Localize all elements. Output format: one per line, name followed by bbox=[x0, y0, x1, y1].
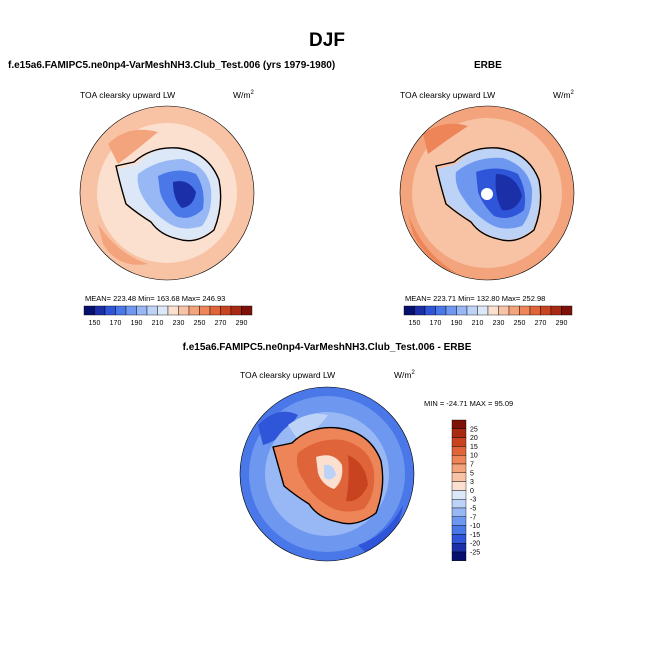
left-panel-subtitle: f.e15a6.FAMIPC5.ne0np4-VarMeshNH3.Club_T… bbox=[8, 60, 336, 71]
colorbar-swatch bbox=[451, 446, 467, 456]
colorbar-tick-label: 250 bbox=[514, 320, 526, 327]
colorbar-tick-label: 7 bbox=[470, 462, 474, 469]
colorbar-tick-label: 170 bbox=[430, 320, 442, 327]
colorbar-tick-label: 210 bbox=[472, 320, 484, 327]
left-panel-label: TOA clearsky upward LW bbox=[80, 90, 176, 100]
colorbar-swatch bbox=[451, 437, 467, 447]
colorbar-tick-label: 150 bbox=[409, 320, 421, 327]
colorbar-tick-label: 230 bbox=[493, 320, 505, 327]
right-colorbar: 150 170 190 210 230 250 270 290 bbox=[403, 305, 573, 327]
colorbar-tick-label: 290 bbox=[556, 320, 568, 327]
colorbar-tick-label: 15 bbox=[470, 444, 478, 451]
colorbar-swatch bbox=[178, 305, 190, 316]
colorbar-swatch bbox=[435, 305, 447, 316]
colorbar-swatch bbox=[451, 507, 467, 518]
colorbar-tick-label: 270 bbox=[215, 320, 227, 327]
figure-title: DJF bbox=[309, 30, 345, 51]
colorbar-tick-label: 25 bbox=[470, 426, 478, 433]
colorbar-swatch bbox=[136, 305, 148, 316]
colorbar-swatch bbox=[451, 551, 467, 562]
colorbar-swatch bbox=[466, 305, 478, 316]
colorbar-swatch bbox=[540, 305, 552, 316]
colorbar-tick-label: 5 bbox=[470, 470, 474, 477]
colorbar-swatch bbox=[451, 472, 467, 482]
colorbar-tick-label: 10 bbox=[470, 453, 478, 460]
right-panel-units: W/m2 bbox=[553, 90, 574, 100]
colorbar-swatch bbox=[456, 305, 468, 316]
colorbar-swatch bbox=[424, 305, 436, 316]
colorbar-swatch bbox=[115, 305, 127, 316]
left-panel-units: W/m2 bbox=[233, 90, 254, 100]
colorbar-tick-label: 150 bbox=[89, 320, 101, 327]
colorbar-swatch bbox=[451, 516, 467, 526]
colorbar-swatch bbox=[451, 455, 467, 465]
colorbar-swatch bbox=[451, 481, 467, 491]
colorbar-tick-label: 230 bbox=[173, 320, 185, 327]
colorbar-swatch bbox=[498, 305, 510, 316]
colorbar-swatch bbox=[451, 490, 467, 500]
diff-panel-label: TOA clearsky upward LW bbox=[240, 370, 336, 380]
colorbar-swatch bbox=[508, 305, 520, 316]
colorbar-swatch bbox=[561, 305, 573, 316]
colorbar-swatch bbox=[199, 305, 211, 316]
left-polar-map bbox=[79, 105, 255, 281]
diff-polar-map bbox=[239, 386, 415, 562]
colorbar-swatch bbox=[451, 428, 467, 438]
colorbar-swatch bbox=[167, 305, 179, 316]
colorbar-swatch bbox=[451, 542, 467, 553]
right-panel-label: TOA clearsky upward LW bbox=[400, 90, 496, 100]
colorbar-swatch bbox=[519, 305, 531, 316]
colorbar-swatch bbox=[414, 305, 426, 316]
colorbar-tick-label: 250 bbox=[194, 320, 206, 327]
diff-panel-stats: MIN = -24.71 MAX = 95.09 bbox=[424, 399, 514, 408]
colorbar-swatch bbox=[146, 305, 158, 316]
colorbar-swatch bbox=[451, 534, 467, 544]
colorbar-swatch bbox=[529, 305, 541, 316]
colorbar-swatch bbox=[403, 305, 415, 316]
colorbar-swatch bbox=[451, 498, 467, 509]
colorbar-tick-label: 170 bbox=[110, 320, 122, 327]
diff-panel-units: W/m2 bbox=[394, 370, 415, 380]
colorbar-swatch bbox=[94, 305, 106, 316]
colorbar-swatch bbox=[83, 305, 95, 316]
colorbar-tick-label: 290 bbox=[236, 320, 248, 327]
colorbar-tick-label: -25 bbox=[470, 550, 480, 557]
colorbar-tick-label: -20 bbox=[470, 541, 480, 548]
right-panel-stats: MEAN= 223.71 Min= 132.80 Max= 252.98 bbox=[405, 294, 546, 303]
colorbar-swatch bbox=[477, 305, 489, 316]
diff-panel-subtitle: f.e15a6.FAMIPC5.ne0np4-VarMeshNH3.Club_T… bbox=[182, 342, 472, 353]
colorbar-tick-label: 270 bbox=[535, 320, 547, 327]
left-colorbar: 150 170 190 210 230 250 270 290 bbox=[83, 305, 253, 327]
colorbar-tick-label: 20 bbox=[470, 435, 478, 442]
colorbar-swatch bbox=[104, 305, 116, 316]
colorbar-tick-label: 190 bbox=[131, 320, 143, 327]
colorbar-swatch bbox=[487, 305, 499, 316]
colorbar-swatch bbox=[445, 305, 457, 316]
colorbar-swatch bbox=[451, 463, 467, 474]
colorbar-tick-label: 190 bbox=[451, 320, 463, 327]
colorbar-tick-label: -15 bbox=[470, 532, 480, 539]
colorbar-tick-label: -3 bbox=[470, 497, 476, 504]
right-panel-subtitle: ERBE bbox=[474, 60, 502, 71]
colorbar-swatch bbox=[241, 305, 253, 316]
colorbar-tick-label: -7 bbox=[470, 514, 476, 521]
colorbar-tick-label: -5 bbox=[470, 506, 476, 513]
colorbar-swatch bbox=[230, 305, 242, 316]
colorbar-tick-label: 3 bbox=[470, 479, 474, 486]
colorbar-swatch bbox=[209, 305, 221, 316]
colorbar-tick-label: 210 bbox=[152, 320, 164, 327]
colorbar-swatch bbox=[125, 305, 137, 316]
colorbar-swatch bbox=[220, 305, 232, 316]
right-polar-map bbox=[399, 105, 575, 281]
colorbar-swatch bbox=[451, 525, 467, 535]
colorbar-tick-label: 0 bbox=[470, 488, 474, 495]
colorbar-swatch bbox=[157, 305, 169, 316]
diff-colorbar: 25 20 15 10 75 3 0 -3 -5-7 -10 -15 -20 -25 bbox=[451, 419, 480, 562]
colorbar-swatch bbox=[188, 305, 200, 316]
left-panel-stats: MEAN= 223.48 Min= 163.68 Max= 246.93 bbox=[85, 294, 226, 303]
colorbar-swatch bbox=[451, 419, 467, 430]
colorbar-swatch bbox=[550, 305, 562, 316]
colorbar-tick-label: -10 bbox=[470, 523, 480, 530]
